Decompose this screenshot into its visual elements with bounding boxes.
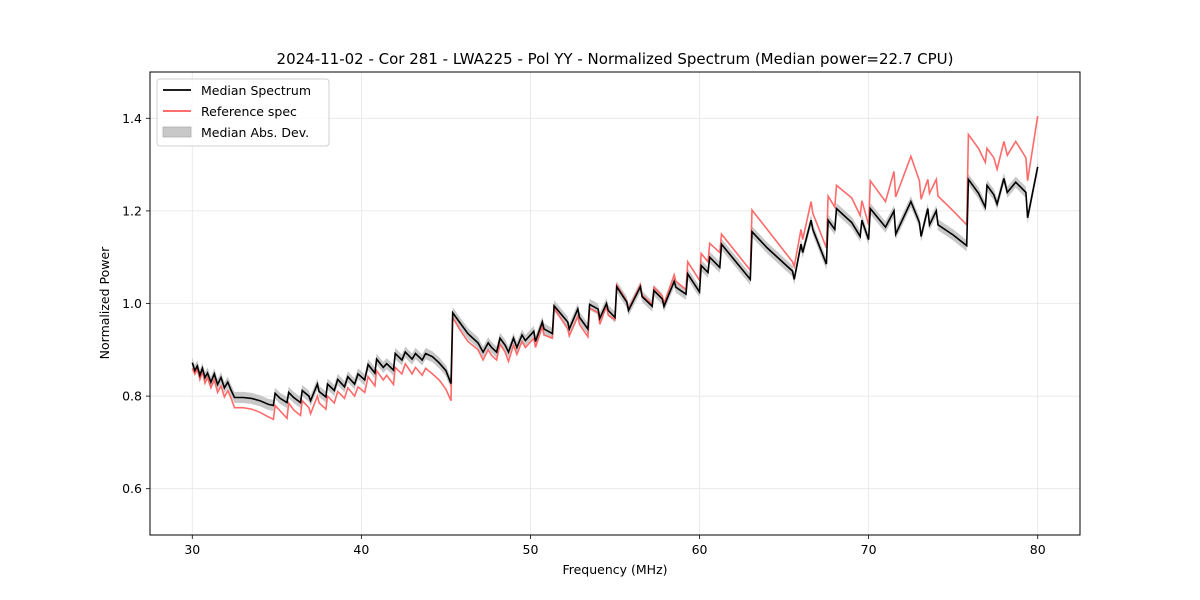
y-tick-label: 1.0	[122, 296, 142, 311]
x-tick-label: 30	[184, 542, 200, 557]
y-axis: 0.6 0.8 1.0 1.2 1.4	[122, 111, 150, 496]
y-tick-label: 0.6	[122, 481, 142, 496]
series-line-median-spectrum	[191, 166, 1039, 407]
x-axis: 30 40 50 60 70 80	[184, 535, 1046, 557]
x-tick-label: 70	[861, 542, 877, 557]
legend: Median Spectrum Reference spec Median Ab…	[156, 78, 330, 147]
legend-box	[156, 78, 330, 147]
y-tick-label: 1.4	[122, 111, 142, 126]
y-tick-label: 1.2	[122, 203, 142, 218]
x-tick-label: 60	[692, 542, 708, 557]
y-axis-label: Normalized Power	[97, 246, 112, 360]
x-axis-label: Frequency (MHz)	[562, 562, 667, 577]
legend-label-median-abs-dev: Median Abs. Dev.	[201, 125, 309, 140]
x-tick-label: 80	[1030, 542, 1046, 557]
chart-title: 2024-11-02 - Cor 281 - LWA225 - Pol YY -…	[277, 50, 954, 68]
legend-label-median-spectrum: Median Spectrum	[201, 83, 311, 98]
legend-swatch-median-abs-dev	[162, 126, 192, 138]
x-tick-label: 40	[353, 542, 369, 557]
series-line-reference-spec	[191, 115, 1039, 421]
x-tick-label: 50	[523, 542, 539, 557]
legend-label-reference-spec: Reference spec	[201, 104, 297, 119]
y-tick-label: 0.8	[122, 389, 142, 404]
series-layer	[191, 115, 1039, 421]
